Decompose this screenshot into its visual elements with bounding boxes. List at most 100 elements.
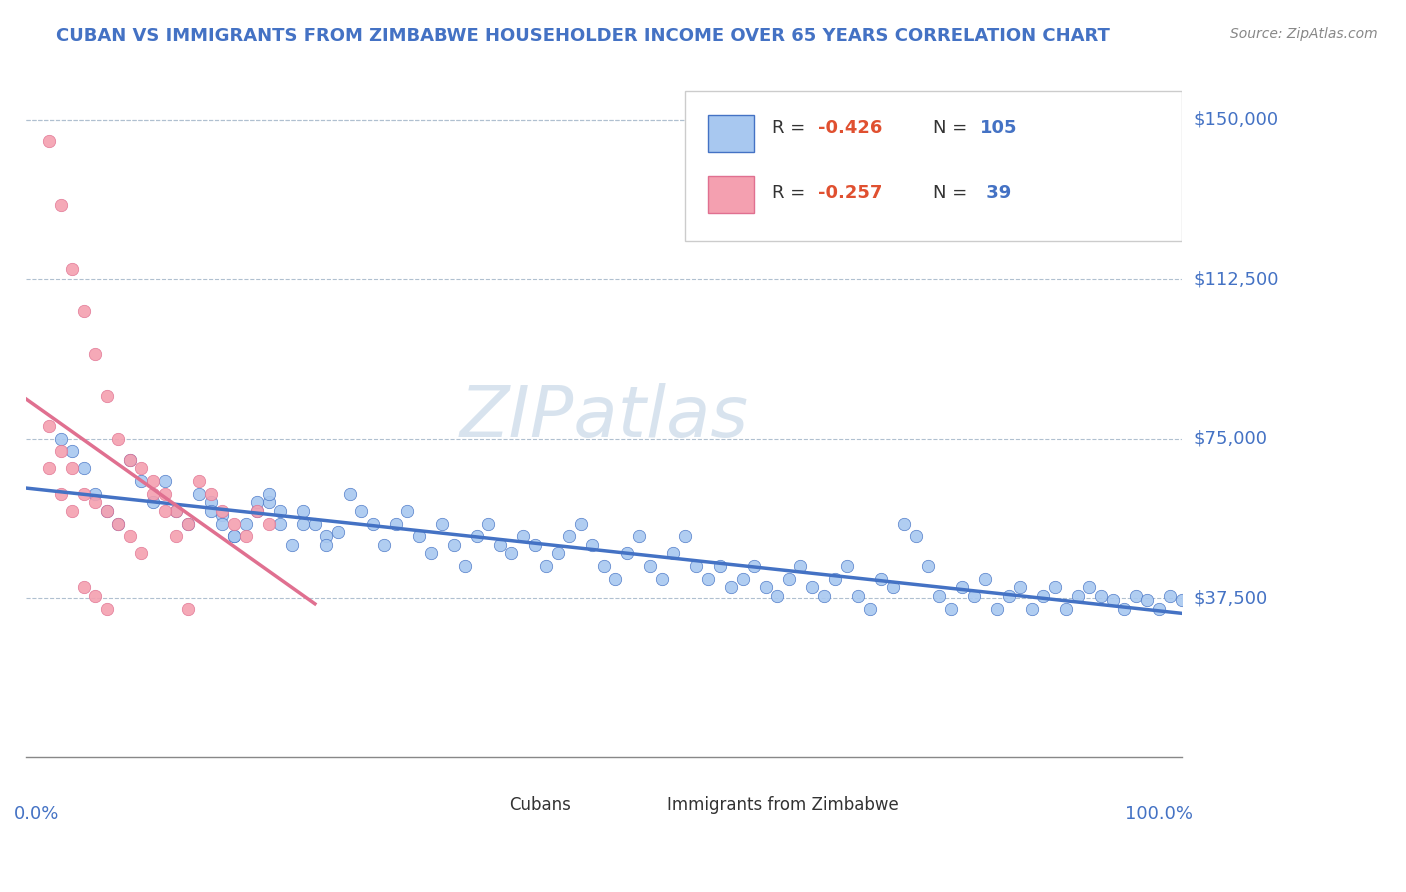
- Point: [986, 601, 1008, 615]
- Point: [581, 538, 603, 552]
- Point: [142, 495, 165, 509]
- Point: [153, 504, 176, 518]
- Point: [558, 529, 581, 543]
- Text: Immigrants from Zimbabwe: Immigrants from Zimbabwe: [668, 796, 900, 814]
- Point: [465, 529, 488, 543]
- Point: [269, 516, 291, 531]
- Point: [211, 508, 233, 523]
- Point: [1010, 581, 1032, 595]
- Point: [1078, 581, 1101, 595]
- Point: [835, 559, 858, 574]
- Point: [257, 487, 280, 501]
- Point: [685, 559, 707, 574]
- Text: -0.257: -0.257: [818, 184, 882, 202]
- Text: Source: ZipAtlas.com: Source: ZipAtlas.com: [1230, 27, 1378, 41]
- Point: [246, 504, 269, 518]
- Point: [188, 474, 211, 488]
- Point: [165, 504, 187, 518]
- Point: [627, 529, 650, 543]
- Point: [222, 529, 245, 543]
- Point: [165, 529, 187, 543]
- Point: [304, 516, 326, 531]
- Point: [454, 559, 477, 574]
- Point: [905, 529, 928, 543]
- Point: [257, 495, 280, 509]
- Point: [950, 581, 973, 595]
- Text: R =: R =: [772, 120, 810, 137]
- Point: [73, 487, 96, 501]
- Point: [731, 572, 754, 586]
- Point: [84, 487, 107, 501]
- Point: [73, 304, 96, 318]
- Point: [339, 487, 361, 501]
- Point: [1125, 589, 1147, 603]
- Point: [882, 581, 904, 595]
- Point: [269, 504, 291, 518]
- Text: $37,500: $37,500: [1194, 589, 1267, 607]
- Point: [60, 504, 83, 518]
- Point: [131, 474, 153, 488]
- Point: [96, 389, 118, 403]
- Point: [789, 559, 811, 574]
- Point: [131, 461, 153, 475]
- Text: $75,000: $75,000: [1194, 430, 1267, 448]
- Point: [443, 538, 465, 552]
- Point: [523, 538, 546, 552]
- Point: [315, 529, 337, 543]
- Point: [49, 198, 72, 212]
- Point: [662, 546, 685, 560]
- FancyBboxPatch shape: [709, 176, 754, 213]
- Text: 105: 105: [980, 120, 1017, 137]
- Point: [350, 504, 373, 518]
- Point: [222, 529, 245, 543]
- Point: [870, 572, 893, 586]
- Point: [73, 581, 96, 595]
- Point: [315, 538, 337, 552]
- Point: [177, 601, 200, 615]
- Text: 100.0%: 100.0%: [1125, 805, 1194, 823]
- Point: [1159, 589, 1181, 603]
- Point: [200, 504, 222, 518]
- Point: [153, 487, 176, 501]
- Point: [235, 529, 257, 543]
- Point: [60, 461, 83, 475]
- Point: [1147, 601, 1170, 615]
- Point: [292, 516, 315, 531]
- Point: [60, 444, 83, 458]
- Point: [697, 572, 720, 586]
- Point: [673, 529, 696, 543]
- Point: [73, 461, 96, 475]
- Point: [1054, 601, 1077, 615]
- Text: CUBAN VS IMMIGRANTS FROM ZIMBABWE HOUSEHOLDER INCOME OVER 65 YEARS CORRELATION C: CUBAN VS IMMIGRANTS FROM ZIMBABWE HOUSEH…: [56, 27, 1111, 45]
- Point: [222, 516, 245, 531]
- Point: [755, 581, 778, 595]
- Point: [385, 516, 408, 531]
- Point: [1171, 593, 1194, 607]
- Point: [928, 589, 950, 603]
- Point: [720, 581, 742, 595]
- Point: [569, 516, 592, 531]
- Point: [38, 134, 60, 148]
- Point: [361, 516, 384, 531]
- Point: [963, 589, 986, 603]
- Point: [1067, 589, 1090, 603]
- Point: [766, 589, 789, 603]
- Point: [142, 487, 165, 501]
- Point: [512, 529, 534, 543]
- Point: [107, 516, 129, 531]
- Point: [846, 589, 869, 603]
- FancyBboxPatch shape: [621, 793, 654, 819]
- Point: [165, 504, 187, 518]
- Point: [153, 474, 176, 488]
- Point: [593, 559, 616, 574]
- Point: [477, 516, 499, 531]
- Point: [408, 529, 430, 543]
- Point: [1032, 589, 1054, 603]
- Point: [605, 572, 627, 586]
- Point: [974, 572, 997, 586]
- Point: [84, 346, 107, 360]
- Point: [534, 559, 557, 574]
- Point: [801, 581, 824, 595]
- Point: [211, 504, 233, 518]
- Point: [131, 546, 153, 560]
